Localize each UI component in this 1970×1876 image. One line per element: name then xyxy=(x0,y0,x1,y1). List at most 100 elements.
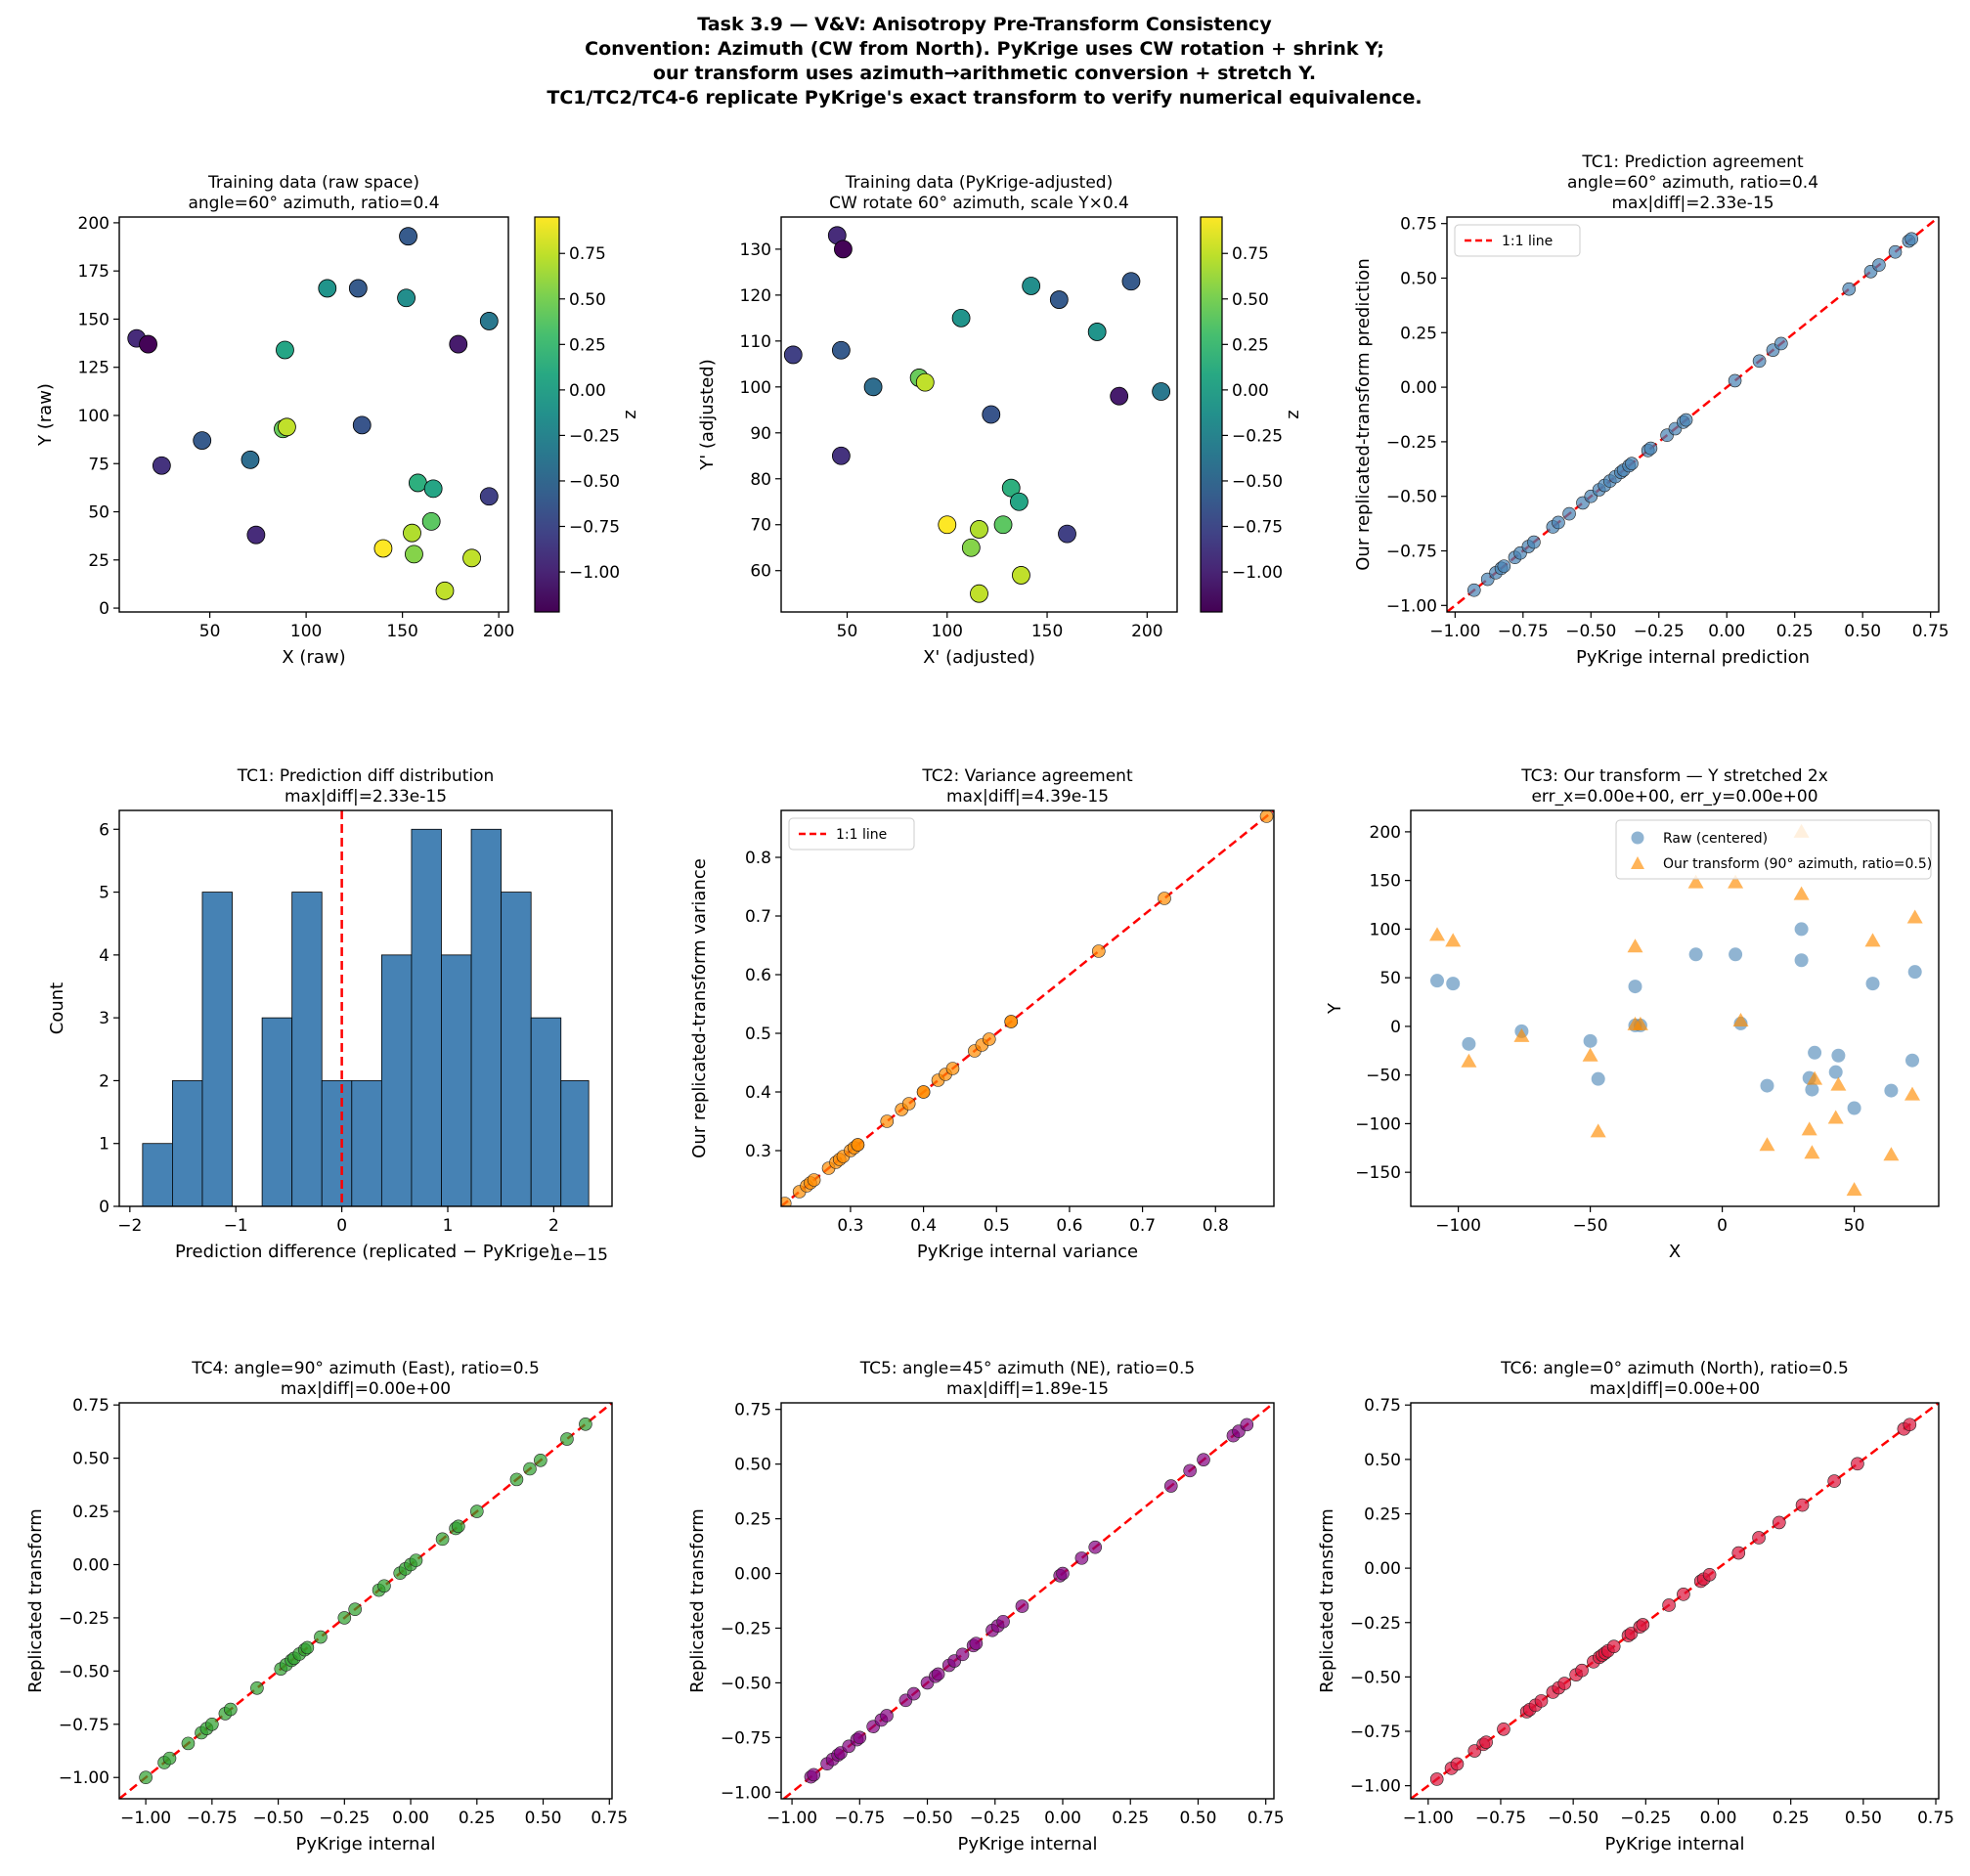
histogram-bar xyxy=(441,954,472,1206)
data-point xyxy=(880,1114,895,1128)
x-tick-label: 1 xyxy=(443,1216,454,1236)
data-point xyxy=(452,1519,465,1534)
y-tick-label: −1.00 xyxy=(1350,1777,1401,1797)
transformed-point xyxy=(1728,874,1744,889)
x-tick-label: 0.75 xyxy=(1912,622,1949,641)
data-point xyxy=(1074,1551,1089,1565)
data-point xyxy=(1534,1694,1549,1708)
transformed-point xyxy=(1904,1086,1920,1101)
data-point xyxy=(1702,1567,1717,1582)
x-tick-label: 200 xyxy=(483,622,514,641)
y-tick-label: 4 xyxy=(99,946,109,966)
data-point xyxy=(509,1472,524,1487)
raw-point xyxy=(1905,1053,1919,1068)
y-axis-label: Our replicated-transform variance xyxy=(689,858,710,1158)
axes-frame xyxy=(118,809,613,1207)
data-point xyxy=(955,1647,970,1662)
y-tick-label: −100 xyxy=(1355,1114,1401,1134)
y-tick-label: 0.50 xyxy=(1400,269,1437,288)
data-point xyxy=(1158,892,1171,905)
data-point xyxy=(205,1717,219,1731)
legend-triangle-swatch xyxy=(1631,856,1644,869)
histogram-bar xyxy=(351,1080,382,1206)
data-point xyxy=(1092,944,1106,958)
panel-p2: Training data (PyKrige-adjusted)CW rotat… xyxy=(697,173,1303,668)
raw-point xyxy=(1591,1071,1605,1086)
data-point xyxy=(348,279,368,298)
raw-point xyxy=(1828,1065,1843,1079)
legend-box xyxy=(1454,224,1581,257)
legend-circle-swatch xyxy=(1631,831,1644,845)
panel-title: TC1: Prediction diff distribution xyxy=(237,766,495,786)
x-tick-label: 0.4 xyxy=(910,1216,937,1236)
plot-area xyxy=(783,226,1171,603)
data-point xyxy=(931,1667,945,1681)
data-point xyxy=(831,340,851,360)
y-tick-label: 0.00 xyxy=(734,1565,771,1585)
panels: Training data (raw space)angle=60° azimu… xyxy=(25,153,1954,1854)
data-point xyxy=(1606,1639,1621,1654)
panel-title: TC1: Prediction agreement xyxy=(1581,153,1804,172)
x-tick-label: −0.50 xyxy=(1548,1809,1598,1828)
x-offset-text: 1e−15 xyxy=(552,1245,608,1265)
histogram-bar xyxy=(501,892,532,1206)
data-point xyxy=(399,227,417,246)
colorbar-tick-label: −0.25 xyxy=(569,426,620,446)
data-point xyxy=(1562,506,1576,521)
data-point xyxy=(1479,1735,1493,1749)
y-tick-label: 0.00 xyxy=(1364,1559,1401,1579)
colorbar-tick-label: −1.00 xyxy=(569,563,620,583)
plot-area xyxy=(119,1403,612,1799)
data-point xyxy=(1087,323,1107,341)
data-point xyxy=(162,1751,177,1766)
data-point xyxy=(1752,354,1767,369)
data-point xyxy=(807,1173,821,1187)
colorbar-tick-label: −0.25 xyxy=(1232,426,1283,446)
y-tick-label: 0.00 xyxy=(1400,378,1437,398)
panel-title: max|diff|=1.89e-15 xyxy=(946,1379,1109,1399)
y-tick-label: 100 xyxy=(1370,920,1401,939)
y-tick-label: 0.75 xyxy=(734,1401,771,1420)
y-axis-label: Y (raw) xyxy=(35,383,56,447)
plot-area xyxy=(782,1403,1274,1799)
axes-frame xyxy=(780,216,1178,613)
data-point xyxy=(1001,478,1021,498)
colorbar-label: z xyxy=(620,410,640,418)
x-tick-label: −50 xyxy=(1573,1216,1608,1236)
x-tick-label: 0 xyxy=(336,1216,347,1236)
y-tick-label: −0.75 xyxy=(721,1728,771,1748)
raw-point xyxy=(1462,1036,1476,1051)
x-tick-label: −1.00 xyxy=(766,1809,817,1828)
data-point xyxy=(906,1686,921,1701)
y-axis-label: Y' (adjusted) xyxy=(697,359,718,471)
data-point xyxy=(1752,1531,1766,1545)
histogram-bar xyxy=(470,828,503,1206)
y-tick-label: 6 xyxy=(99,820,109,840)
data-point xyxy=(1872,258,1886,272)
transformed-point xyxy=(1759,1137,1775,1152)
data-point xyxy=(961,538,981,557)
transformed-point xyxy=(1429,927,1445,941)
data-point xyxy=(831,446,851,465)
data-point xyxy=(915,372,935,392)
y-tick-label: −0.50 xyxy=(721,1674,771,1693)
data-point xyxy=(1497,559,1511,573)
data-point xyxy=(250,1680,264,1695)
suptitle-line: TC1/TC2/TC4-6 replicate PyKrige's exact … xyxy=(547,87,1422,109)
data-point xyxy=(1527,535,1541,549)
y-tick-label: −0.25 xyxy=(721,1619,771,1638)
data-point xyxy=(1240,1418,1254,1432)
y-tick-label: 0 xyxy=(1390,1018,1401,1037)
data-point xyxy=(1643,441,1658,456)
panel-title: max|diff|=2.33e-15 xyxy=(1611,194,1773,213)
data-point xyxy=(1183,1463,1197,1478)
x-tick-label: 0.50 xyxy=(525,1809,562,1828)
y-tick-label: 100 xyxy=(740,378,771,398)
colorbar-tick-label: −0.50 xyxy=(1232,472,1283,492)
data-point xyxy=(1110,386,1129,406)
y-tick-label: 200 xyxy=(1370,823,1401,843)
raw-point xyxy=(1583,1033,1598,1048)
data-point xyxy=(970,520,988,539)
y-tick-label: 120 xyxy=(740,286,771,306)
